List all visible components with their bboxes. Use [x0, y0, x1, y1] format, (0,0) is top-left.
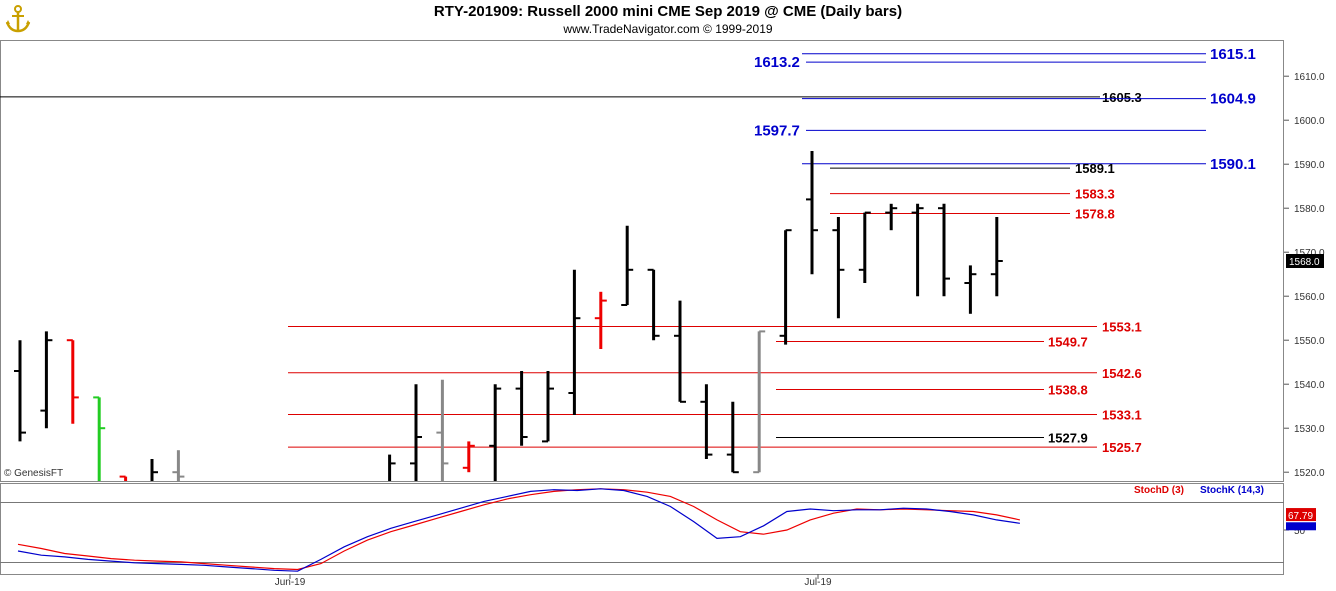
price-tick-label: 1550.0 — [1294, 336, 1325, 347]
last-price-label: 1568.0 — [1289, 257, 1320, 268]
stoch-d-last-label: 67.79 — [1288, 511, 1313, 522]
legend-stoch-k: StochK (14,3) — [1200, 485, 1264, 496]
stochastic-lines: 50 67.79 — [17, 488, 1316, 572]
last-price-box — [1286, 254, 1324, 268]
level-label: 1590.1 — [1210, 156, 1256, 173]
chart-header: RTY-201909: Russell 2000 mini CME Sep 20… — [0, 0, 1336, 40]
price-tick-label: 1580.0 — [1294, 204, 1325, 215]
price-tick-label: 1610.0 — [1294, 72, 1325, 83]
level-label: 1527.9 — [1048, 430, 1088, 445]
stoch-k-last-box — [1286, 522, 1316, 531]
price-tick-label: 1590.0 — [1294, 160, 1325, 171]
level-label: 1525.7 — [1102, 440, 1142, 455]
stochastic-legend: StochD (3) StochK (14,3) — [1134, 485, 1264, 496]
price-tick-label: 1540.0 — [1294, 380, 1325, 391]
price-tick-label: 1600.0 — [1294, 116, 1325, 127]
time-axis: Jun-19 Jul-19 — [275, 574, 832, 588]
level-label: 1578.8 — [1075, 206, 1115, 221]
time-tick-label: Jun-19 — [275, 577, 306, 588]
level-label: 1613.2 — [754, 54, 800, 71]
level-lines: 1615.1 1613.2 1605.3 1604.9 1597.7 1590.1 1589… — [0, 46, 1256, 455]
stoch-tick-label: 50 — [1294, 526, 1306, 537]
price-tick-label: 1570.0 — [1294, 248, 1325, 259]
stochastic-panel-frame — [0, 483, 1284, 575]
level-label: 1549.7 — [1048, 335, 1088, 350]
level-label: 1533.1 — [1102, 408, 1142, 423]
level-label: 1538.8 — [1048, 382, 1088, 397]
copyright-label: © GenesisFT — [4, 468, 64, 479]
anchor-logo-icon — [5, 5, 31, 33]
chart-subtitle: www.TradeNavigator.com © 1999-2019 — [563, 22, 773, 36]
time-tick-label: Jul-19 — [804, 577, 832, 588]
ohlc-bars — [14, 151, 1003, 481]
chart-title: RTY-201909: Russell 2000 mini CME Sep 20… — [433, 3, 903, 20]
stoch-d-last-box — [1286, 508, 1316, 522]
price-axis: 1520.0 1530.0 1540.0 1550.0 1560.0 1570.0 1580… — [1284, 72, 1325, 479]
level-label: 1589.1 — [1075, 161, 1115, 176]
level-label: 1605.3 — [1102, 90, 1142, 105]
price-tick-label: 1530.0 — [1294, 424, 1325, 435]
stochastic-series — [17, 488, 1020, 572]
level-label: 1553.1 — [1102, 320, 1142, 335]
level-label: 1597.7 — [754, 122, 800, 139]
price-tick-label: 1560.0 — [1294, 292, 1325, 303]
level-label: 1615.1 — [1210, 46, 1256, 63]
level-label: 1604.9 — [1210, 91, 1256, 108]
legend-stoch-d: StochD (3) — [1134, 485, 1184, 496]
level-label: 1583.3 — [1075, 187, 1115, 202]
level-label: 1542.6 — [1102, 366, 1142, 381]
price-tick-label: 1520.0 — [1294, 468, 1325, 479]
price-panel-frame — [0, 40, 1284, 482]
